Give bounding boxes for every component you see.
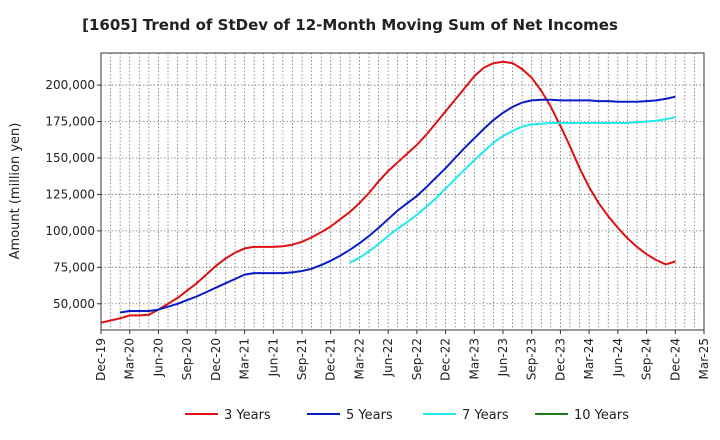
y-tick-label: 125,000	[45, 187, 95, 201]
x-tick-label: Jun-20	[151, 338, 165, 377]
x-tick-label: Dec-19	[94, 338, 108, 381]
y-axis-label: Amount (million yen)	[8, 123, 23, 260]
x-tick-label: Mar-22	[352, 338, 366, 379]
x-tick-label: Sep-23	[525, 338, 539, 380]
y-tick-label: 150,000	[45, 151, 95, 165]
y-tick-label: 200,000	[45, 78, 95, 92]
x-tick-label: Dec-20	[209, 338, 223, 381]
series-line-2	[349, 116, 676, 264]
plot-frame	[100, 52, 705, 331]
y-tick-label: 100,000	[45, 224, 95, 238]
x-ticks: Dec-19 Mar-20 Jun-20 Sep-20 Dec-20 Mar-21 Jun-…	[94, 330, 711, 381]
legend-label-2: 7 Years	[462, 408, 509, 423]
legend-label-1: 5 Years	[346, 408, 393, 423]
x-tick-label: Dec-24	[668, 338, 682, 381]
y-tick-label: 175,000	[45, 115, 95, 129]
series-line-0	[100, 60, 676, 324]
x-tick-label: Sep-22	[410, 338, 424, 380]
series-line-1	[119, 95, 676, 314]
x-tick-label: Mar-24	[582, 338, 596, 379]
chart-title: [1605] Trend of StDev of 12-Month Moving…	[82, 16, 618, 34]
x-tick-label: Jun-22	[381, 338, 395, 377]
x-tick-label: Jun-21	[266, 338, 280, 377]
x-tick-label: Dec-23	[553, 338, 567, 381]
x-tick-label: Mar-20	[123, 338, 137, 379]
x-tick-label: Mar-23	[467, 338, 481, 379]
legend-label-0: 3 Years	[224, 408, 271, 423]
x-tick-label: Dec-21	[324, 338, 338, 381]
x-tick-label: Mar-25	[697, 338, 711, 379]
x-tick-label: Sep-24	[640, 338, 654, 380]
x-tick-label: Jun-23	[496, 338, 510, 377]
y-ticks: 50,000 75,000 100,000 125,000 150,000 175,000…	[45, 78, 101, 311]
x-tick-label: Jun-24	[611, 338, 625, 377]
x-tick-label: Dec-22	[439, 338, 453, 381]
y-tick-label: 75,000	[53, 260, 95, 274]
y-tick-label: 50,000	[53, 297, 95, 311]
x-tick-label: Sep-20	[180, 338, 194, 380]
legend-label-3: 10 Years	[574, 408, 629, 423]
series-lines	[100, 60, 676, 324]
x-tick-label: Mar-21	[238, 338, 252, 379]
legend: 3 Years 5 Years 7 Years 10 Years	[185, 408, 629, 423]
x-tick-label: Sep-21	[295, 338, 309, 380]
